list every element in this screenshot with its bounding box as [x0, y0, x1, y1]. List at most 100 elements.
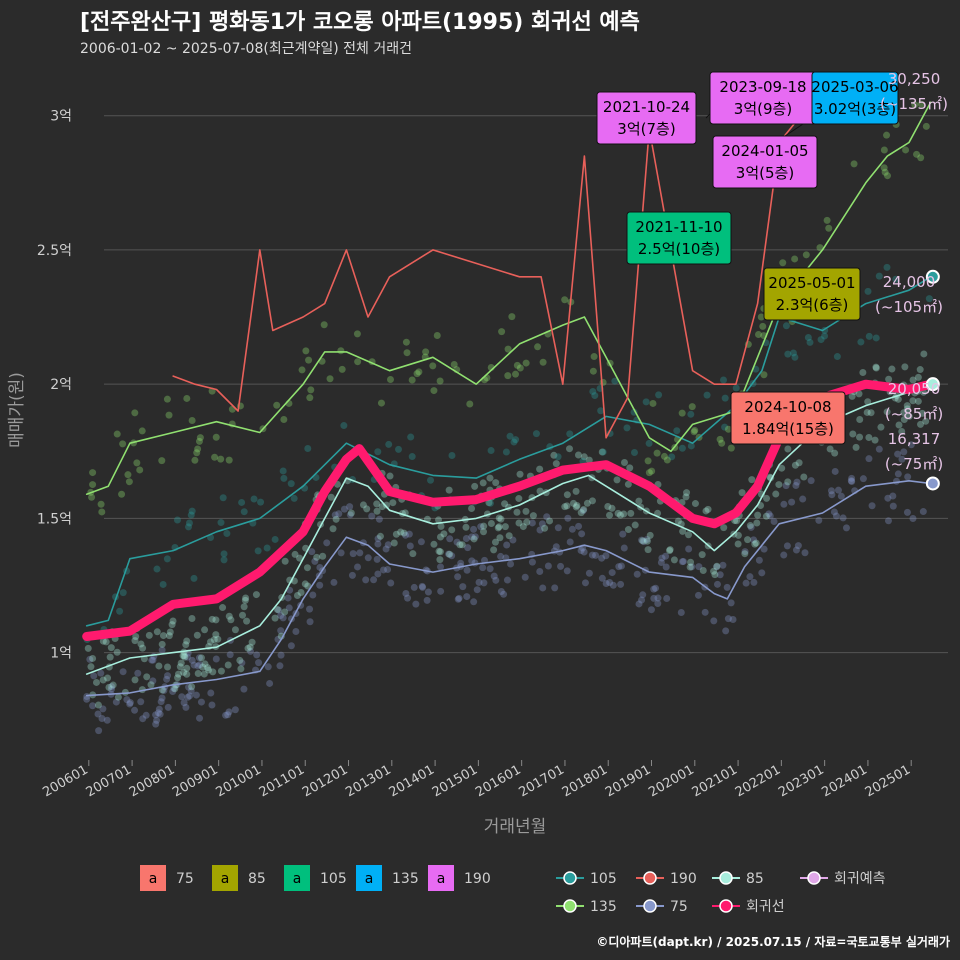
scatter-point — [732, 384, 740, 392]
scatter-point — [727, 444, 735, 452]
scatter-point — [413, 370, 421, 378]
scatter-point — [480, 522, 488, 530]
prediction-value: 30,250 — [888, 70, 941, 88]
annotation-value: 2.3억(6층) — [776, 296, 849, 314]
scatter-point — [180, 668, 188, 676]
scatter-point — [113, 430, 121, 438]
scatter-point — [602, 580, 610, 588]
scatter-point — [678, 444, 686, 452]
scatter-point — [437, 522, 445, 530]
scatter-point — [323, 539, 331, 547]
scatter-point — [775, 481, 783, 489]
scatter-point — [386, 375, 394, 383]
scatter-point — [898, 427, 906, 435]
scatter-point — [578, 530, 586, 538]
annotation-value: 3억(7층) — [617, 120, 675, 138]
scatter-point — [631, 521, 639, 529]
scatter-point — [169, 617, 177, 625]
scatter-point — [185, 683, 193, 691]
scatter-point — [868, 502, 876, 510]
scatter-point — [554, 453, 562, 461]
scatter-point — [646, 531, 654, 539]
annotation-box: 2024-01-05 3억(5층) — [712, 135, 818, 189]
scatter-point — [909, 376, 917, 384]
scatter-point — [848, 474, 856, 482]
scatter-point — [436, 556, 444, 564]
scatter-point — [486, 565, 494, 573]
scatter-point — [490, 546, 498, 554]
scatter-point — [864, 398, 872, 406]
scatter-point — [112, 698, 120, 706]
scatter-point — [277, 651, 285, 659]
scatter-point — [455, 594, 463, 602]
y-tick-label: 2억 — [50, 377, 72, 393]
scatter-point — [597, 407, 605, 415]
scatter-point — [263, 544, 271, 552]
series-end-marker — [925, 377, 940, 392]
scatter-point — [801, 549, 809, 557]
scatter-point — [495, 514, 503, 522]
scatter-point — [513, 508, 521, 516]
scatter-point — [644, 546, 652, 554]
scatter-point — [536, 465, 544, 473]
scatter-point — [911, 101, 919, 109]
scatter-point — [710, 617, 718, 625]
scatter-point — [903, 405, 911, 413]
scatter-point — [608, 504, 616, 512]
scatter-point — [900, 409, 908, 417]
scatter-point — [166, 628, 174, 636]
scatter-point — [573, 502, 581, 510]
scatter-point — [287, 480, 295, 488]
scatter-point — [856, 416, 864, 424]
scatter-point — [285, 604, 293, 612]
scatter-point — [590, 353, 598, 361]
scatter-point — [647, 606, 655, 614]
scatter-point — [187, 687, 195, 695]
scatter-point — [88, 493, 96, 501]
scatter-point — [302, 347, 310, 355]
legend-label: 105 — [590, 871, 617, 887]
scatter-point — [678, 409, 686, 417]
scatter-point — [370, 576, 378, 584]
scatter-point — [418, 582, 426, 590]
scatter-point — [423, 596, 431, 604]
annotation-value: 3억(5층) — [736, 164, 794, 182]
scatter-point — [918, 409, 926, 417]
scatter-point — [486, 474, 494, 482]
scatter-point — [402, 589, 410, 597]
scatter-point — [277, 612, 285, 620]
scatter-point — [470, 535, 478, 543]
scatter-point — [580, 453, 588, 461]
scatter-point — [503, 576, 511, 584]
scatter-point — [589, 367, 597, 375]
scatter-point — [704, 505, 712, 513]
scatter-point — [616, 511, 624, 519]
annotation-value: 3.02억(3층) — [814, 100, 896, 118]
scatter-point — [319, 552, 327, 560]
scatter-point — [914, 373, 922, 381]
scatter-point — [744, 536, 752, 544]
scatter-point — [498, 328, 506, 336]
x-tick-label: 202501 — [863, 762, 913, 800]
scatter-point — [316, 563, 324, 571]
scatter-point — [326, 375, 334, 383]
scatter-point — [662, 552, 670, 560]
scatter-point — [536, 487, 544, 495]
scatter-point — [783, 542, 791, 550]
scatter-point — [405, 530, 413, 538]
scatter-point — [627, 509, 635, 517]
annotation-date: 2024-01-05 — [721, 142, 808, 160]
x-tick-label: 200601 — [40, 762, 90, 800]
scatter-point — [180, 699, 188, 707]
scatter-point — [338, 365, 346, 373]
x-tick-label: 201201 — [300, 762, 350, 800]
scatter-point — [650, 585, 658, 593]
chart-subtitle: 2006-01-02 ~ 2025-07-08(최근계약일) 전체 거래건 — [80, 41, 412, 57]
scatter-point — [152, 711, 160, 719]
scatter-point — [802, 251, 810, 259]
scatter-point — [760, 545, 768, 553]
scatter-point — [194, 670, 202, 678]
scatter-point — [374, 570, 382, 578]
scatter-point — [279, 467, 287, 475]
scatter-point — [617, 562, 625, 570]
